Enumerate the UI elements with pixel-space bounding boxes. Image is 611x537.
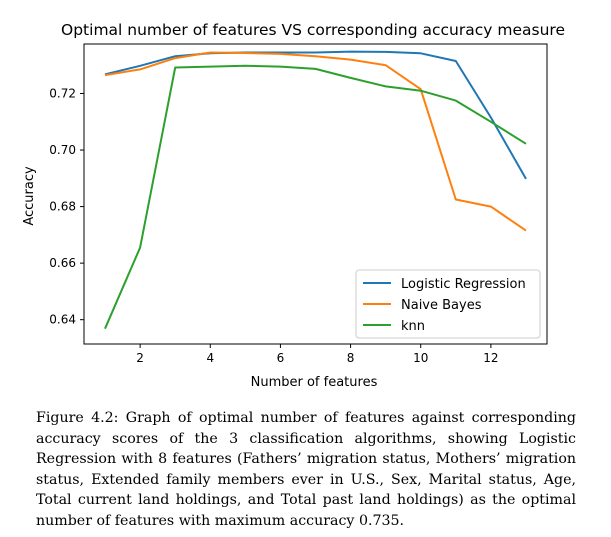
series-line-0 [104,50,527,180]
series-line-1 [104,51,527,232]
legend-box [355,269,541,339]
chart-title: Optimal number of features VS correspond… [61,21,565,39]
x-tick-label: 6 [277,351,285,365]
x-tick-label: 12 [483,351,498,365]
legend: Logistic Regression Naive Bayes knn [355,269,541,339]
y-tick-label: 0.64 [49,313,76,327]
x-tick-label: 8 [347,351,355,365]
x-tick-label: 10 [413,351,428,365]
x-axis-label: Number of features [251,375,378,390]
legend-label-0: Logistic Regression [401,277,526,292]
x-tick-label: 2 [136,351,144,365]
series-lines [104,50,527,330]
plot-frame [83,43,548,345]
line-chart: Optimal number of features VS correspond… [22,21,565,390]
legend-label-2: knn [401,319,425,334]
y-tick-label: 0.66 [49,256,76,270]
x-tick-label: 4 [206,351,214,365]
y-tick-label: 0.72 [49,86,76,100]
y-tick-label: 0.70 [49,143,76,157]
figure-caption: Figure 4.2: Graph of optimal number of f… [36,410,576,529]
axis-ticks: 2 4 6 8 10 12 0.64 0.66 0.68 0.70 0.72 [49,86,498,365]
y-axis-label: Accuracy [22,166,37,226]
legend-label-1: Naive Bayes [401,298,482,313]
y-tick-label: 0.68 [49,200,76,214]
series-line-2 [104,64,527,330]
